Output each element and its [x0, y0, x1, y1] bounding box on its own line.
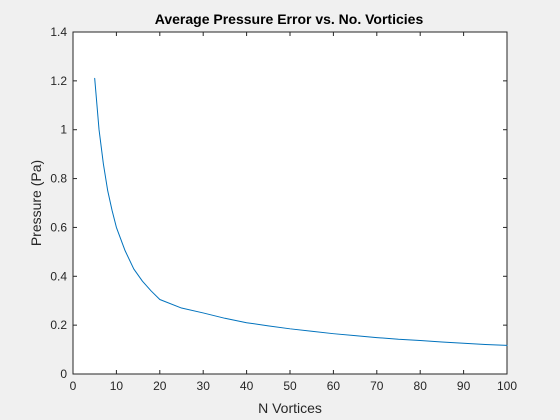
x-tick-label: 90: [457, 379, 471, 393]
x-tick-label: 0: [70, 379, 77, 393]
y-axis-label: Pressure (Pa): [28, 160, 44, 246]
y-tick-label: 1.2: [50, 74, 67, 88]
x-axis-label: N Vortices: [258, 400, 322, 416]
x-axis-tick-labels: 0 10 20 30 40 50 60 70 80 90 100: [70, 379, 518, 393]
x-tick-label: 50: [283, 379, 297, 393]
y-tick-label: 1: [60, 123, 67, 137]
y-tick-label: 1.4: [50, 25, 67, 39]
x-tick-label: 30: [197, 379, 211, 393]
y-tick-label: 0.4: [50, 269, 67, 283]
x-tick-label: 20: [153, 379, 167, 393]
y-tick-label: 0: [60, 367, 67, 381]
x-axis-ticks: [72, 32, 508, 374]
y-axis-tick-labels: 0 0.2 0.4 0.6 0.8 1 1.2 1.4: [50, 25, 67, 381]
series-line-0: [94, 77, 508, 346]
x-tick-label: 10: [110, 379, 124, 393]
chart-title: Average Pressure Error vs. No. Vorticies: [155, 11, 424, 27]
y-axis-ticks: [73, 31, 507, 375]
plot-area: 0 10 20 30 40 50 60 70 80 90 100 0 0.2 0.4 0.6 0.8 1 1.2…: [50, 25, 517, 393]
x-tick-label: 100: [497, 379, 517, 393]
y-tick-label: 0.8: [50, 172, 67, 186]
x-tick-label: 70: [370, 379, 384, 393]
y-tick-label: 0.2: [50, 318, 67, 332]
x-tick-label: 60: [327, 379, 341, 393]
axes-background: [72, 31, 508, 375]
y-tick-label: 0.6: [50, 220, 67, 234]
x-tick-label: 80: [414, 379, 428, 393]
series-layer: [94, 77, 508, 346]
x-tick-label: 40: [240, 379, 254, 393]
